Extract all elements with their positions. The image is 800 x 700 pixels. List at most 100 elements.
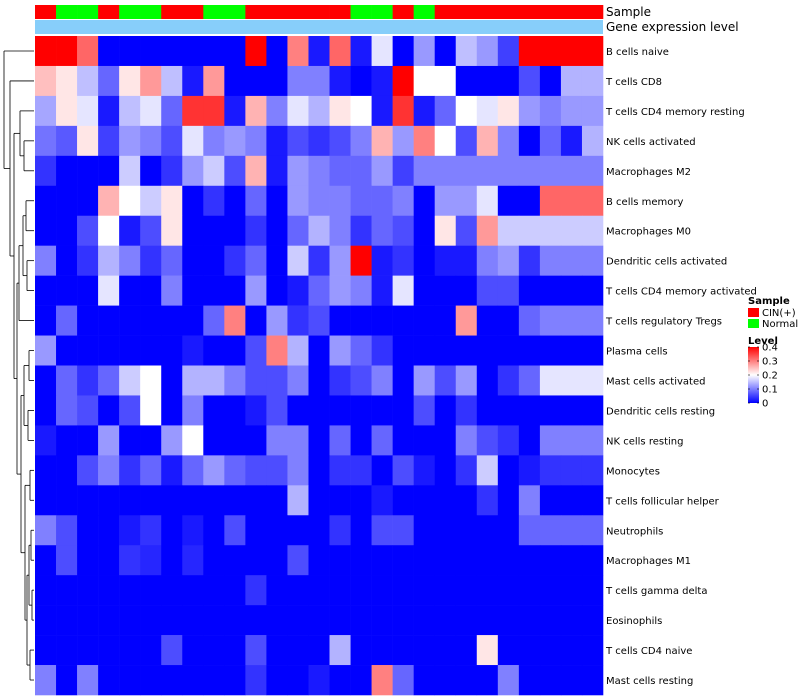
heatmap-cell [35, 485, 57, 516]
heatmap-cell [35, 215, 57, 246]
heatmap-cell [581, 275, 604, 306]
heatmap-cell [560, 185, 583, 217]
heatmap-cell [140, 125, 162, 157]
heatmap-cell [182, 575, 204, 606]
heatmap-cell [413, 305, 436, 336]
heatmap-cell [539, 95, 562, 127]
heatmap-cell [560, 605, 583, 636]
heatmap-cell [140, 215, 162, 246]
heatmap-cell [266, 425, 288, 456]
heatmap-cell [245, 455, 267, 486]
heatmap-cell [581, 65, 604, 97]
heatmap-cell [224, 275, 246, 306]
heatmap-cell [371, 155, 393, 187]
heatmap-cell [35, 365, 57, 396]
heatmap-cell [497, 485, 520, 516]
heatmap-cell [518, 275, 541, 306]
heatmap-cell [518, 605, 541, 636]
sample-annotation-cell [224, 5, 246, 19]
heatmap-cell [329, 425, 351, 456]
heatmap-cell [140, 485, 162, 516]
heatmap-cell [56, 515, 78, 546]
heatmap-cell [56, 335, 78, 366]
heatmap-cell [371, 425, 393, 456]
heatmap-cell [161, 185, 183, 217]
heatmap-cell [476, 155, 499, 187]
heatmap-cell [35, 335, 57, 366]
heatmap-cell [245, 185, 267, 217]
heatmap-cell [203, 335, 225, 366]
heatmap-cell [224, 425, 246, 456]
heatmap-cell [497, 155, 520, 187]
heatmap-cell [182, 36, 204, 67]
heatmap-cell [245, 335, 267, 366]
heatmap-cell [560, 515, 583, 546]
heatmap-cell [497, 36, 520, 67]
heatmap-cell [455, 365, 478, 396]
heatmap-cell [581, 395, 604, 426]
heatmap-cell [308, 515, 330, 546]
heatmap-cell [308, 485, 330, 516]
heatmap-cell [77, 305, 99, 336]
heatmap-cell [182, 365, 204, 396]
heatmap-cell [77, 36, 99, 67]
heatmap-cell [392, 365, 414, 396]
heatmap-cell [224, 36, 246, 67]
heatmap-cell [413, 335, 436, 366]
heatmap-cell [497, 305, 520, 336]
heatmap-cell [392, 36, 414, 67]
heatmap-cell [539, 605, 562, 636]
heatmap-cell [140, 275, 162, 306]
heatmap-cell [119, 245, 141, 276]
heatmap-cell [539, 305, 562, 336]
heatmap-cell [539, 485, 562, 516]
heatmap-cell [371, 365, 393, 396]
heatmap-cell [203, 425, 225, 456]
heatmap-cell [476, 545, 499, 576]
heatmap-cell [560, 95, 583, 127]
heatmap-cell [308, 365, 330, 396]
heatmap-cell [182, 485, 204, 516]
heatmap-cell [497, 515, 520, 546]
heatmap-cell [119, 215, 141, 246]
heatmap-cell [119, 395, 141, 426]
heatmap-cell [560, 635, 583, 666]
heatmap-cell [245, 215, 267, 246]
heatmap-cell [287, 635, 309, 666]
heatmap-cell [392, 635, 414, 666]
heatmap-cell [140, 425, 162, 456]
heatmap-cell [329, 545, 351, 576]
row-label: B cells memory [606, 197, 683, 208]
heatmap-cell [455, 335, 478, 366]
heatmap-cell [497, 605, 520, 636]
heatmap-cell [56, 365, 78, 396]
heatmap-cell [455, 245, 478, 276]
heatmap-cell [224, 575, 246, 606]
heatmap-cell [413, 455, 436, 486]
sample-annotation-cell [308, 5, 330, 19]
heatmap-cell [392, 65, 414, 97]
heatmap-cell [245, 425, 267, 456]
heatmap-cell [161, 485, 183, 516]
heatmap-cell [350, 635, 372, 666]
normal-legend-swatch [748, 319, 759, 328]
heatmap-cell [245, 545, 267, 576]
heatmap-cell [35, 125, 57, 157]
heatmap-cell [476, 395, 499, 426]
heatmap-cell [413, 395, 436, 426]
heatmap-cell [434, 485, 457, 516]
heatmap-cell [476, 665, 499, 696]
heatmap-cell [329, 155, 351, 187]
row-label: T cells follicular helper [605, 496, 720, 507]
heatmap-cell [581, 455, 604, 486]
heatmap-cell [413, 36, 436, 67]
sample-legend: Sample CIN(+) Normal [748, 296, 798, 330]
heatmap-cell [266, 515, 288, 546]
heatmap-cell [350, 455, 372, 486]
sample-annotation-cell [413, 5, 436, 19]
heatmap-cell [119, 605, 141, 636]
row-labels: B cells naive T cells CD8 T cells CD4 memo… [605, 47, 757, 687]
heatmap-cell [329, 125, 351, 157]
heatmap-cell [266, 305, 288, 336]
